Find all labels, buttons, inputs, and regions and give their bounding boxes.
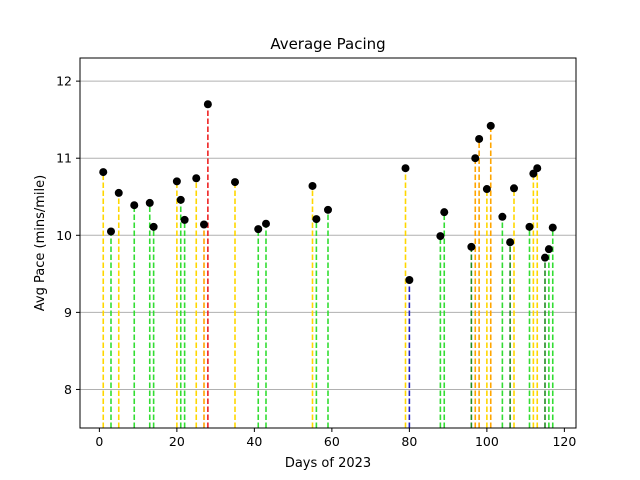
data-point bbox=[401, 164, 410, 173]
y-axis-ticks: 8 9 10 11 12 bbox=[56, 74, 80, 397]
data-point bbox=[172, 177, 181, 186]
data-point bbox=[308, 181, 317, 190]
data-point bbox=[482, 185, 491, 194]
data-point bbox=[180, 215, 189, 224]
data-point bbox=[130, 201, 139, 210]
x-axis-ticks: 0 20 40 60 80 100 120 bbox=[95, 428, 576, 449]
data-point bbox=[203, 100, 212, 109]
data-point bbox=[533, 164, 542, 173]
data-point bbox=[324, 205, 332, 214]
data-point bbox=[436, 232, 445, 241]
markers bbox=[99, 100, 557, 284]
stems bbox=[102, 104, 554, 428]
x-tick-label: 80 bbox=[401, 434, 417, 449]
y-tick-label: 10 bbox=[56, 228, 72, 243]
data-point bbox=[541, 253, 549, 262]
x-tick-label: 60 bbox=[324, 434, 340, 449]
data-point bbox=[498, 212, 507, 221]
data-point bbox=[145, 198, 154, 207]
data-point bbox=[548, 223, 557, 232]
data-point bbox=[467, 242, 476, 251]
data-point bbox=[99, 168, 108, 177]
x-tick-label: 20 bbox=[169, 434, 185, 449]
data-point bbox=[254, 225, 263, 234]
data-point bbox=[149, 222, 158, 231]
data-point bbox=[440, 208, 449, 217]
y-tick-label: 11 bbox=[56, 151, 72, 166]
data-point bbox=[192, 174, 201, 183]
data-point bbox=[475, 134, 484, 143]
plot-frame bbox=[79, 57, 577, 429]
chart-title: Average Pacing bbox=[270, 35, 385, 53]
data-point bbox=[176, 195, 185, 204]
data-point bbox=[231, 178, 239, 187]
data-point bbox=[525, 222, 534, 231]
y-tick-label: 9 bbox=[64, 305, 72, 320]
data-point bbox=[471, 154, 480, 163]
x-axis-label: Days of 2023 bbox=[285, 456, 371, 471]
data-point bbox=[510, 184, 518, 193]
data-point bbox=[114, 188, 123, 197]
data-point bbox=[107, 227, 115, 236]
y-axis-label: Avg Pace (mins/mile) bbox=[33, 175, 48, 311]
x-tick-label: 100 bbox=[475, 434, 499, 449]
x-tick-label: 120 bbox=[552, 434, 576, 449]
x-tick-label: 40 bbox=[246, 434, 262, 449]
data-point bbox=[262, 219, 270, 228]
y-tick-label: 8 bbox=[64, 382, 72, 397]
x-tick-label: 0 bbox=[95, 434, 103, 449]
data-point bbox=[486, 121, 495, 130]
data-point bbox=[544, 245, 553, 254]
data-point bbox=[312, 215, 321, 224]
data-point bbox=[506, 238, 515, 247]
y-tick-label: 12 bbox=[56, 74, 72, 89]
data-point bbox=[405, 276, 414, 284]
data-point bbox=[200, 220, 208, 229]
